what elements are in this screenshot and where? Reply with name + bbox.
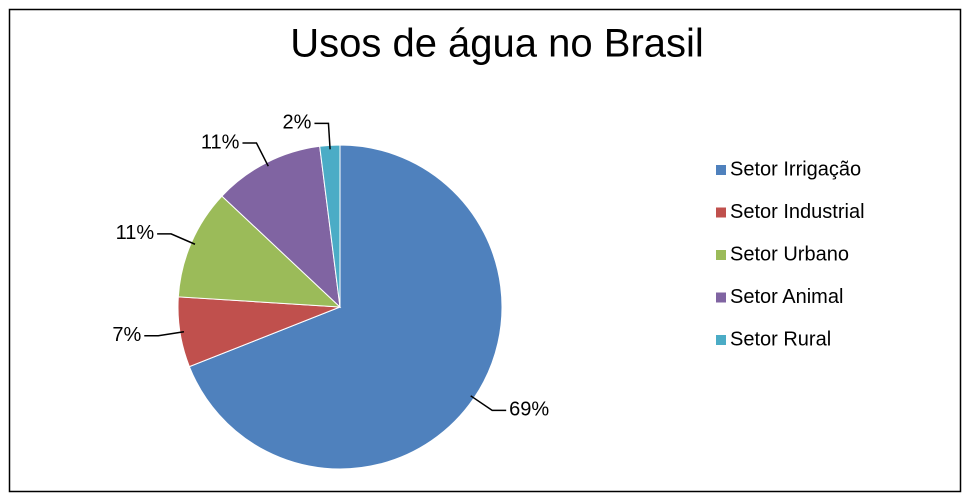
leader-line xyxy=(157,233,196,245)
leader-line xyxy=(314,122,331,150)
data-label: 11% xyxy=(116,222,155,244)
leader-line xyxy=(242,142,269,167)
legend-swatch xyxy=(716,292,726,303)
legend-label: Setor Industrial xyxy=(730,201,865,223)
legend-label: Setor Irrigação xyxy=(730,158,861,180)
data-label: 7% xyxy=(112,324,141,346)
legend-swatch xyxy=(716,335,726,345)
data-label: 11% xyxy=(201,131,240,153)
leader-line xyxy=(470,395,507,412)
leader-line xyxy=(144,330,185,337)
legend-swatch xyxy=(716,250,726,260)
data-label: 69% xyxy=(509,399,549,421)
legend-label: Setor Animal xyxy=(730,286,843,308)
legend-swatch xyxy=(716,165,726,175)
legend-label: Setor Rural xyxy=(730,328,831,350)
legend-swatch xyxy=(716,207,726,218)
data-label: 2% xyxy=(283,112,312,134)
chart-title: Usos de água no Brasil xyxy=(290,22,704,66)
legend-label: Setor Urbano xyxy=(730,243,849,265)
